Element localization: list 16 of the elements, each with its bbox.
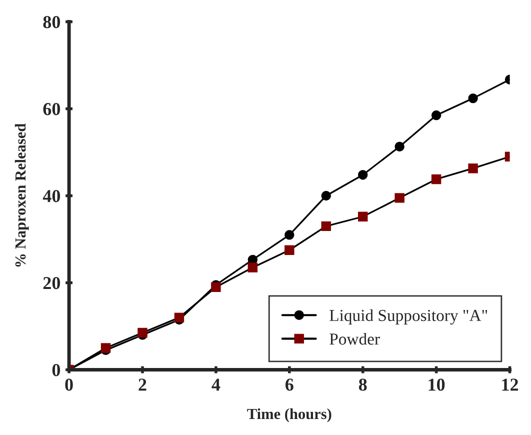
y-tick-label: 20 bbox=[43, 277, 60, 290]
legend-label: Liquid Suppository "A" bbox=[330, 309, 488, 325]
y-axis-title: % Naproxen Released bbox=[14, 123, 29, 267]
x-tick-label: 4 bbox=[212, 378, 220, 391]
x-tick-label: 2 bbox=[138, 378, 146, 391]
legend-label: Powder bbox=[330, 332, 380, 345]
y-tick-label: 60 bbox=[43, 103, 60, 116]
x-tick-label: 10 bbox=[428, 378, 445, 391]
y-tick-label: 0 bbox=[52, 364, 60, 376]
y-tick-label: 40 bbox=[42, 190, 60, 202]
x-tick-label: 6 bbox=[286, 378, 294, 391]
x-tick-label: 12 bbox=[502, 378, 518, 391]
x-axis-title: Time (hours) bbox=[247, 408, 332, 422]
x-tick-label: 8 bbox=[358, 378, 367, 391]
x-tick-label: 0 bbox=[65, 378, 73, 391]
y-tick-label: 80 bbox=[43, 16, 60, 28]
